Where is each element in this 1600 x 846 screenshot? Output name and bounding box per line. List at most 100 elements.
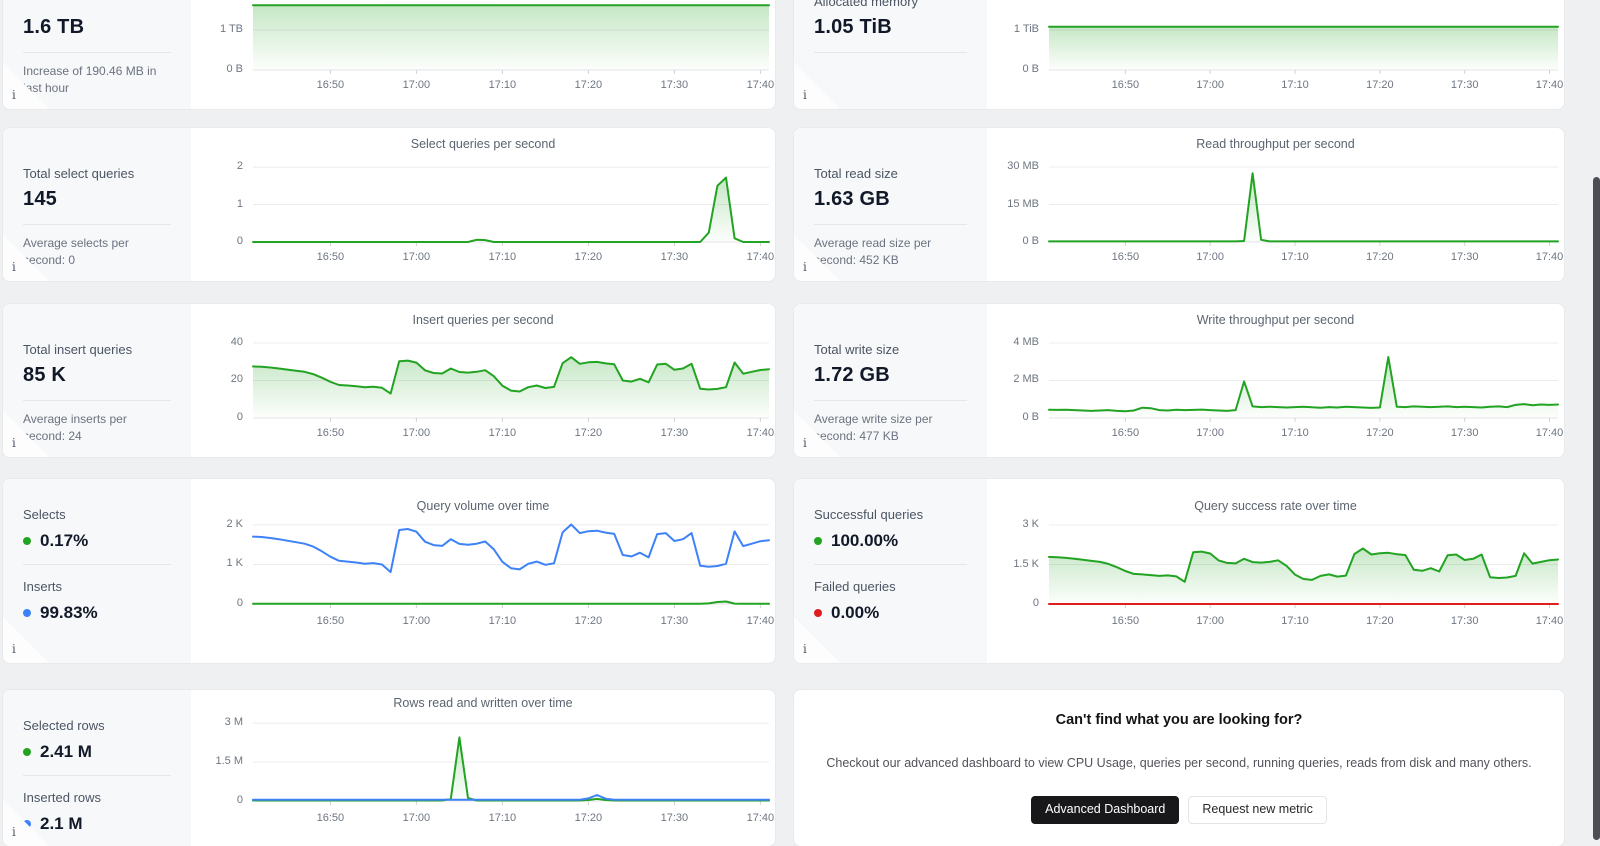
memory-usage-chart: 1 TB 0 B 16:50 17:00 17:10 17:20 17:30 17:40 — [191, 0, 775, 109]
y-axis-label: 1 TB — [219, 23, 243, 35]
cta-heading: Can't find what you are looking for? — [1055, 712, 1303, 728]
x-axis-label: 17:00 — [402, 427, 431, 439]
x-axis-label: 16:50 — [1111, 251, 1140, 263]
x-axis-label: 17:00 — [1196, 79, 1224, 91]
status-dot — [23, 537, 31, 545]
x-axis-label: 17:30 — [660, 251, 689, 263]
chart-title: Query success rate over time — [1194, 499, 1357, 513]
y-axis-label: 3 M — [224, 716, 243, 729]
stat-value: 1.72 GB — [814, 364, 890, 386]
query-volume-chart: Query volume over time 2 K 1 K 0 16:50 17:00 1… — [191, 479, 775, 663]
stat-value: 2.1 M — [40, 814, 83, 833]
stat-panel: Successful queries 100.00% Failed querie… — [794, 479, 987, 663]
metric-card-query-success: Successful queries 100.00% Failed querie… — [793, 478, 1565, 664]
scrollbar-thumb[interactable] — [1593, 177, 1600, 840]
corner-fold — [794, 617, 840, 663]
chart-title: Select queries per second — [410, 137, 556, 151]
y-axis-label: 0 — [236, 597, 243, 609]
y-axis-label: 2 — [236, 160, 243, 173]
stat-label: Successful queries — [814, 507, 924, 522]
x-axis-label: 17:10 — [488, 79, 517, 91]
metric-card-select-queries: Total select queries 145 Average selects… — [2, 127, 776, 282]
stat-value: 1.05 TiB — [814, 16, 892, 38]
x-axis-label: 17:00 — [1196, 251, 1224, 263]
cta-card: Can't find what you are looking for? Che… — [793, 689, 1565, 846]
y-axis-label: 4 MB — [1013, 335, 1039, 348]
x-axis-label: 16:50 — [316, 79, 345, 91]
x-axis-label: 17:10 — [488, 251, 517, 263]
x-axis-label: 17:20 — [1366, 615, 1394, 627]
metric-card-query-volume: Selects 0.17% Inserts 99.83% i Query vol… — [2, 478, 776, 664]
x-axis-label: 16:50 — [1111, 79, 1140, 91]
request-new-metric-button[interactable]: Request new metric — [1188, 796, 1327, 824]
stat-label: Failed queries — [814, 579, 896, 594]
x-axis-label: 17:30 — [660, 615, 689, 627]
stat-value-row: 0.17% — [23, 531, 171, 551]
line-series-selected-rows — [252, 736, 770, 802]
divider — [814, 224, 967, 225]
info-icon[interactable]: i — [12, 436, 16, 450]
line-series-successful-queries — [1048, 547, 1559, 583]
x-axis-label: 17:40 — [746, 79, 775, 91]
corner-fold — [794, 63, 840, 109]
metric-card-insert-queries: Total insert queries 85 K Average insert… — [2, 303, 776, 458]
status-dot — [814, 537, 822, 545]
cta-body: Checkout our advanced dashboard to view … — [826, 756, 1532, 770]
info-icon[interactable]: i — [803, 88, 807, 102]
info-icon[interactable]: i — [803, 436, 807, 450]
x-axis-label: 16:50 — [316, 427, 345, 439]
info-icon[interactable]: i — [12, 825, 16, 839]
y-axis-label: 1 TiB — [1013, 23, 1039, 35]
select-qps-chart: Select queries per second 2 1 0 16:50 17:00 17… — [191, 128, 775, 281]
chart-canvas — [252, 523, 770, 608]
x-axis-label: 17:10 — [488, 812, 517, 824]
area-fill — [253, 5, 769, 71]
y-axis-label: 2 K — [226, 517, 243, 530]
rows-read-written-chart: Rows read and written over time 3 M 1.5 M 0… — [191, 690, 775, 846]
x-axis-label: 17:00 — [402, 251, 431, 263]
info-icon[interactable]: i — [803, 260, 807, 274]
line-series-written-bytes-per-second — [1048, 356, 1559, 413]
info-icon[interactable]: i — [12, 642, 16, 656]
y-axis-label: 30 MB — [1007, 160, 1039, 172]
x-axis-label: 16:50 — [316, 615, 345, 627]
chart-canvas — [252, 342, 770, 422]
area-fill — [1049, 26, 1558, 70]
y-axis-label: 0 — [236, 411, 243, 423]
x-axis-label: 17:30 — [1450, 251, 1479, 263]
x-axis-label: 17:40 — [1535, 79, 1564, 91]
x-axis-label: 17:20 — [574, 427, 603, 439]
stat-value: 85 K — [23, 364, 67, 386]
x-axis-label: 16:50 — [1111, 427, 1140, 439]
x-axis-label: 17:20 — [1366, 427, 1394, 439]
stat-value: 1.6 TB — [23, 16, 85, 38]
x-axis-label: 17:00 — [402, 812, 431, 824]
stat-panel: Total insert queries 85 K Average insert… — [3, 304, 191, 457]
y-axis-label: 0 B — [1022, 63, 1039, 75]
info-icon[interactable]: i — [12, 260, 16, 274]
stat-value: 0.00% — [831, 603, 880, 622]
x-axis-label: 17:40 — [746, 615, 775, 627]
advanced-dashboard-button[interactable]: Advanced Dashboard — [1031, 796, 1180, 824]
stat-label — [23, 0, 171, 10]
stat-label: Selects — [23, 507, 66, 522]
x-axis-label: 17:30 — [660, 427, 689, 439]
divider — [23, 52, 171, 53]
stat-label: Inserts — [23, 579, 63, 594]
query-success-rate-chart: Query success rate over time 3 K 1.5 K 0 16:… — [987, 479, 1564, 663]
x-axis-label: 16:50 — [1111, 615, 1140, 627]
info-icon[interactable]: i — [803, 642, 807, 656]
x-axis-label: 17:00 — [402, 79, 431, 91]
metric-card-allocated-memory: Allocated memory 1.05 TiB i 1 TiB 0 B 16:5… — [793, 0, 1565, 110]
x-axis-label: 17:30 — [660, 79, 689, 91]
x-axis-label: 17:40 — [746, 427, 775, 439]
divider — [23, 400, 171, 401]
x-axis-label: 16:50 — [316, 812, 345, 824]
y-axis-label: 0 B — [1022, 411, 1039, 423]
y-axis-label: 3 K — [1022, 518, 1039, 530]
stat-panel: Selected rows 2.41 M Inserted rows 2.1 M… — [3, 690, 191, 846]
chart-title: Insert queries per second — [412, 313, 554, 327]
info-icon[interactable]: i — [12, 88, 16, 102]
stat-panel: Allocated memory 1.05 TiB i — [794, 0, 987, 109]
x-axis-label: 17:20 — [574, 251, 603, 263]
